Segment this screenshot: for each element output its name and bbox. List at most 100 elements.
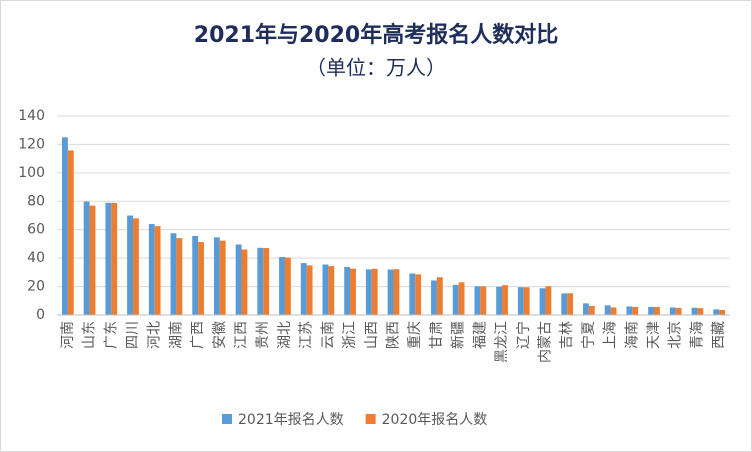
bar bbox=[409, 273, 416, 315]
bar bbox=[719, 310, 726, 315]
bar bbox=[344, 266, 351, 315]
x-tick-label: 山西 bbox=[364, 321, 380, 349]
bar bbox=[480, 286, 487, 315]
bar bbox=[452, 284, 459, 315]
bar bbox=[257, 247, 264, 315]
bar bbox=[170, 233, 177, 315]
bar bbox=[241, 249, 248, 315]
chart-subtitle: （单位：万人） bbox=[306, 56, 446, 80]
bar bbox=[322, 264, 329, 315]
y-tick-label: 120 bbox=[18, 136, 45, 152]
x-tick-label: 天津 bbox=[646, 321, 662, 349]
x-tick-label: 安徽 bbox=[212, 321, 228, 349]
chart-title: 2021年与2020年高考报名人数对比 bbox=[194, 22, 558, 48]
bar bbox=[350, 268, 356, 315]
x-tick-label: 河南 bbox=[60, 321, 76, 349]
x-tick-label: 浙江 bbox=[342, 321, 358, 349]
bar bbox=[61, 137, 68, 315]
bar bbox=[213, 237, 220, 315]
x-tick-label: 青海 bbox=[689, 321, 705, 349]
legend-swatch bbox=[222, 414, 232, 424]
x-tick-label: 湖南 bbox=[168, 321, 184, 349]
bar bbox=[306, 265, 313, 315]
bar bbox=[365, 269, 372, 315]
bar bbox=[697, 308, 704, 315]
x-tick-label: 江西 bbox=[234, 321, 250, 349]
x-tick-label: 重庆 bbox=[407, 321, 423, 349]
x-tick-label: 新疆 bbox=[451, 321, 467, 349]
y-tick-label: 140 bbox=[18, 108, 45, 124]
bar bbox=[523, 287, 530, 315]
bar bbox=[176, 238, 183, 315]
x-tick-label: 云南 bbox=[320, 321, 336, 349]
bar bbox=[502, 285, 508, 315]
x-tick-label: 四川 bbox=[125, 321, 141, 349]
bar bbox=[328, 266, 335, 315]
bar bbox=[648, 306, 655, 315]
bar bbox=[567, 293, 574, 315]
x-tick-label: 内蒙古 bbox=[537, 321, 553, 363]
legend-label: 2020年报名人数 bbox=[382, 412, 488, 428]
bar bbox=[539, 288, 546, 315]
legend-label: 2021年报名人数 bbox=[238, 412, 344, 428]
bar bbox=[604, 305, 611, 315]
bar bbox=[545, 286, 552, 315]
bar bbox=[284, 257, 291, 315]
x-tick-label: 山东 bbox=[82, 321, 98, 349]
bar bbox=[148, 224, 155, 315]
bar bbox=[610, 307, 617, 315]
x-tick-label: 海南 bbox=[624, 321, 640, 349]
bar bbox=[496, 286, 503, 315]
y-tick-label: 20 bbox=[27, 279, 45, 295]
x-tick-label: 西藏 bbox=[711, 321, 727, 349]
y-tick-label: 100 bbox=[18, 165, 45, 181]
bar bbox=[387, 269, 394, 315]
bar bbox=[561, 293, 568, 315]
bar bbox=[632, 306, 639, 315]
bar bbox=[588, 305, 595, 315]
x-tick-label: 宁夏 bbox=[580, 321, 597, 349]
bar bbox=[393, 269, 400, 315]
bar bbox=[675, 308, 682, 315]
x-tick-label: 辽宁 bbox=[515, 321, 532, 349]
bar bbox=[105, 202, 112, 315]
bar bbox=[713, 309, 720, 315]
y-tick-label: 0 bbox=[36, 307, 45, 323]
bar bbox=[654, 307, 660, 315]
bar bbox=[132, 218, 139, 315]
bar bbox=[192, 235, 199, 315]
bar bbox=[669, 307, 676, 315]
y-tick-label: 60 bbox=[27, 222, 45, 238]
x-tick-label: 广东 bbox=[103, 321, 119, 349]
bar bbox=[371, 268, 378, 315]
bar bbox=[415, 274, 422, 315]
x-tick-label: 北京 bbox=[668, 321, 684, 349]
x-tick-label: 甘肃 bbox=[429, 321, 445, 349]
bar bbox=[583, 303, 589, 315]
x-tick-label: 广西 bbox=[190, 321, 206, 349]
y-tick-label: 40 bbox=[27, 250, 45, 266]
bar bbox=[111, 202, 118, 315]
x-tick-label: 河北 bbox=[147, 321, 163, 349]
legend-swatch bbox=[365, 414, 376, 424]
bar bbox=[279, 257, 285, 315]
x-tick-label: 江苏 bbox=[299, 321, 315, 349]
bar bbox=[300, 263, 307, 315]
bar bbox=[89, 205, 96, 315]
bar bbox=[67, 150, 74, 315]
x-tick-label: 上海 bbox=[603, 321, 619, 349]
bar bbox=[458, 282, 465, 315]
x-tick-label: 湖北 bbox=[277, 321, 293, 349]
x-tick-label: 吉林 bbox=[559, 321, 575, 349]
bar bbox=[691, 307, 698, 315]
x-tick-label: 贵州 bbox=[255, 321, 271, 349]
bar bbox=[263, 248, 270, 315]
bar bbox=[83, 201, 90, 315]
bar bbox=[198, 242, 204, 315]
y-tick-label: 80 bbox=[27, 193, 45, 209]
bar bbox=[474, 286, 481, 315]
x-tick-label: 陕西 bbox=[386, 321, 402, 349]
bar bbox=[154, 226, 161, 315]
